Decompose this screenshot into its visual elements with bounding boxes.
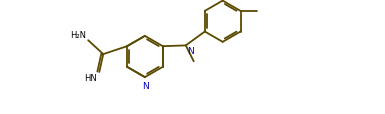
Text: HN: HN	[84, 73, 97, 82]
Text: N: N	[187, 47, 194, 56]
Text: H₂N: H₂N	[70, 30, 86, 39]
Text: N: N	[142, 82, 149, 91]
